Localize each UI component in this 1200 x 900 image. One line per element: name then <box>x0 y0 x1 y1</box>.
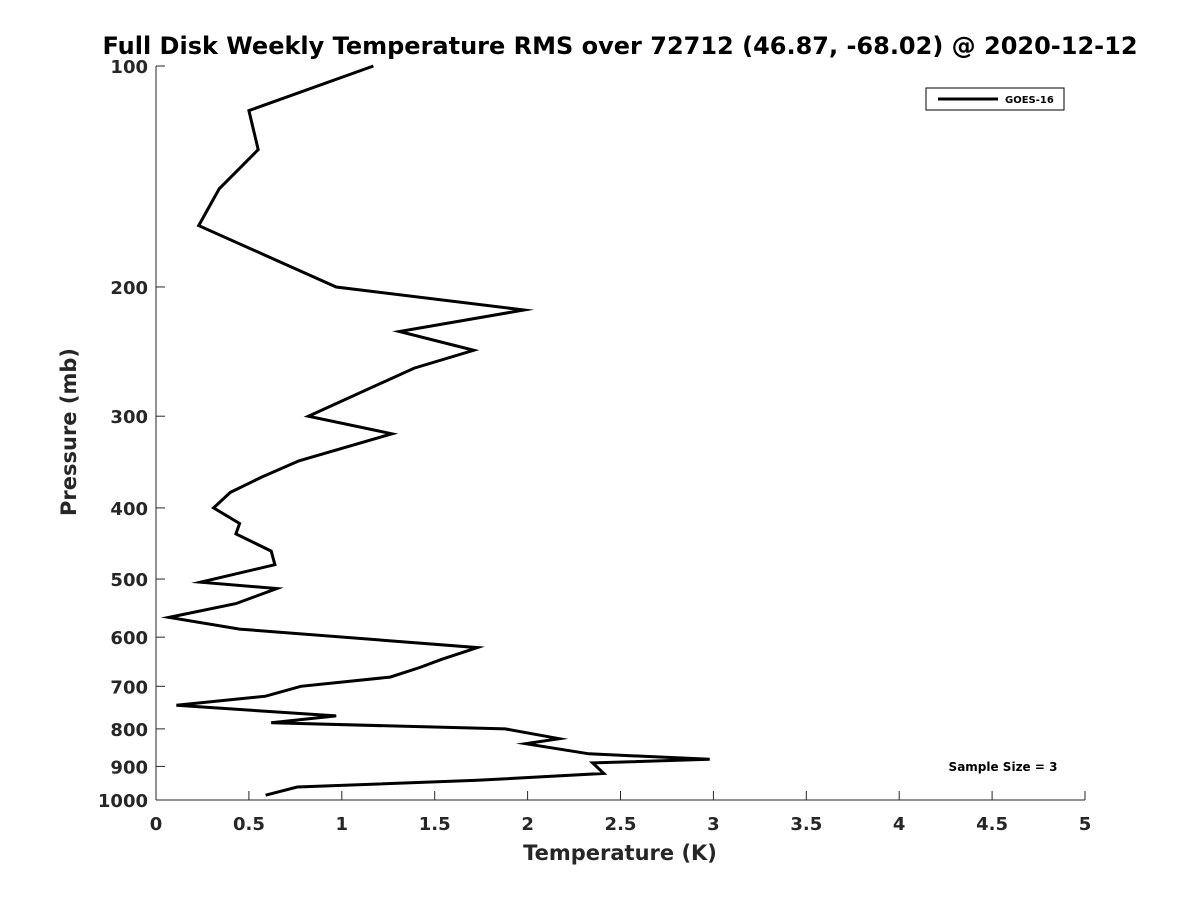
x-tick-label: 0 <box>150 814 163 835</box>
x-tick-label: 2 <box>521 814 534 835</box>
y-axis-label: Pressure (mb) <box>57 348 81 516</box>
legend-label-goes-16: GOES-16 <box>1005 95 1054 106</box>
legend: GOES-16 <box>925 87 1065 111</box>
plot-area: 0 0.5 1 1.5 2 2.5 3 3.5 4 4.5 5 100 200 300 400 500 600 7… <box>98 57 1091 835</box>
y-tick-label: 700 <box>110 677 148 698</box>
y-tick-label: 100 <box>110 57 148 78</box>
y-tick-label: 500 <box>110 570 148 591</box>
chart-title: Full Disk Weekly Temperature RMS over 72… <box>102 32 1137 60</box>
y-tick-label: 400 <box>110 499 148 520</box>
x-tick-label: 4.5 <box>976 814 1008 835</box>
y-tick-label: 200 <box>110 278 148 299</box>
x-tick-label: 2.5 <box>605 814 637 835</box>
x-axis-label: Temperature (K) <box>523 841 717 865</box>
y-tick-label: 900 <box>110 757 148 778</box>
x-tick-label: 4 <box>893 814 906 835</box>
x-tick-label: 1.5 <box>419 814 451 835</box>
y-tick-label: 600 <box>110 628 148 649</box>
y-tick-label: 800 <box>110 720 148 741</box>
x-tick-label: 1 <box>336 814 349 835</box>
x-tick-label: 0.5 <box>233 814 265 835</box>
series-line-goes-16 <box>160 64 710 797</box>
x-tick-label: 5 <box>1079 814 1092 835</box>
sample-size-annotation: Sample Size = 3 <box>949 760 1058 774</box>
x-tick-label: 3 <box>707 814 720 835</box>
y-tick-label: 300 <box>110 407 148 428</box>
x-tick-label: 3.5 <box>790 814 822 835</box>
y-tick-label: 1000 <box>98 791 148 812</box>
